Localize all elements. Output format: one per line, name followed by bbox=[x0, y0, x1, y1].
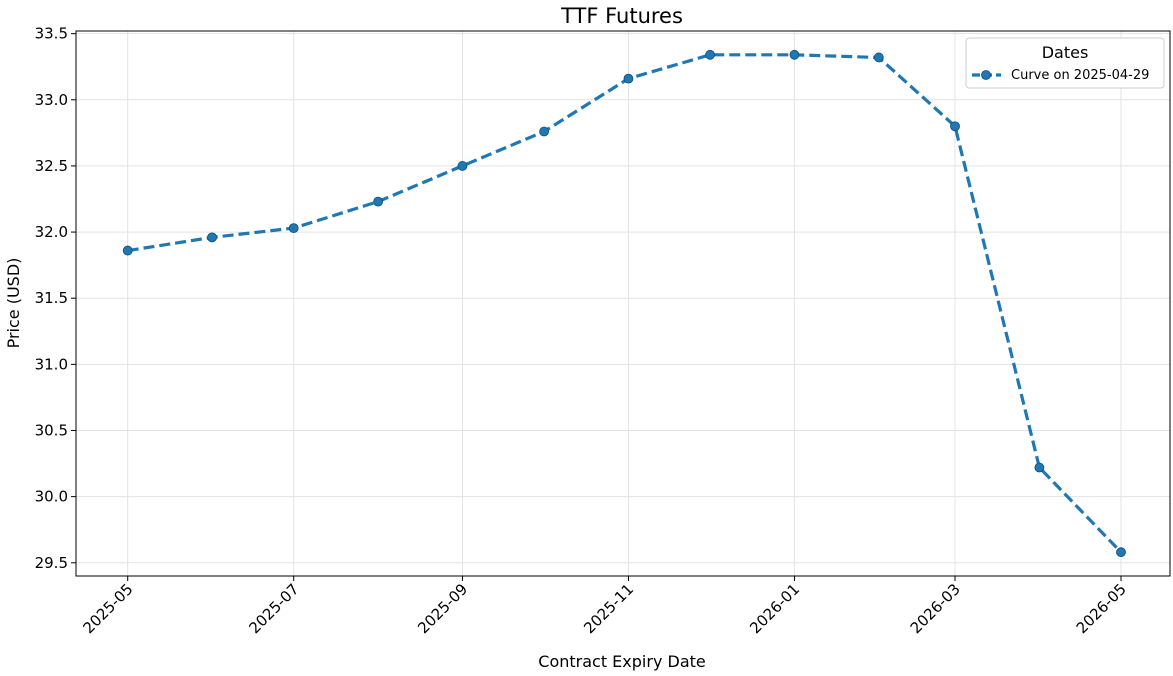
data-point bbox=[122, 245, 133, 256]
x-tick-label: 2025-07 bbox=[245, 580, 302, 637]
plot-frame bbox=[75, 30, 1171, 577]
y-tick-label: 33.0 bbox=[35, 91, 68, 109]
y-tick-label: 32.0 bbox=[35, 223, 68, 241]
legend-box bbox=[965, 37, 1165, 89]
y-tick-label: 31.5 bbox=[35, 289, 68, 307]
data-point bbox=[1034, 462, 1045, 473]
data-point bbox=[288, 223, 299, 233]
chart-title: TTF Futures bbox=[560, 4, 683, 28]
data-point bbox=[873, 52, 884, 63]
y-axis-label: Price (USD) bbox=[4, 258, 23, 349]
data-point bbox=[623, 73, 634, 84]
y-tick-label: 33.5 bbox=[35, 25, 68, 43]
series-line bbox=[127, 53, 1123, 554]
data-point bbox=[789, 49, 800, 60]
x-tick-label: 2025-09 bbox=[414, 580, 471, 637]
series-layer bbox=[122, 49, 1126, 558]
y-tick-label: 29.5 bbox=[35, 554, 68, 572]
data-point bbox=[207, 232, 217, 243]
legend: Dates Curve on 2025-04-29 bbox=[965, 37, 1165, 89]
grid bbox=[76, 31, 1170, 576]
y-tick-label: 31.0 bbox=[35, 355, 68, 373]
data-point bbox=[950, 121, 960, 132]
legend-marker bbox=[981, 70, 991, 80]
legend-series-label: Curve on 2025-04-29 bbox=[1011, 68, 1149, 83]
y-tick-label: 30.0 bbox=[35, 488, 68, 506]
x-tick-label: 2025-11 bbox=[580, 580, 637, 637]
data-point bbox=[705, 49, 715, 60]
data-point bbox=[457, 161, 468, 171]
data-point bbox=[1116, 547, 1126, 558]
axis-ticks: 29.5 30.0 30.5 31.0 31.5 32.0 32.5 33.0 33.5 2025… bbox=[35, 25, 1130, 638]
x-tick-label: 2026-05 bbox=[1073, 580, 1130, 637]
y-tick-label: 32.5 bbox=[35, 157, 68, 175]
x-tick-label: 2026-03 bbox=[907, 580, 964, 637]
x-axis-label: Contract Expiry Date bbox=[538, 652, 705, 671]
legend-title: Dates bbox=[1042, 43, 1089, 62]
x-tick-label: 2026-01 bbox=[746, 580, 803, 637]
y-tick-label: 30.5 bbox=[35, 421, 68, 439]
data-point bbox=[539, 126, 549, 137]
data-point bbox=[373, 196, 383, 207]
x-tick-label: 2025-05 bbox=[79, 580, 136, 637]
